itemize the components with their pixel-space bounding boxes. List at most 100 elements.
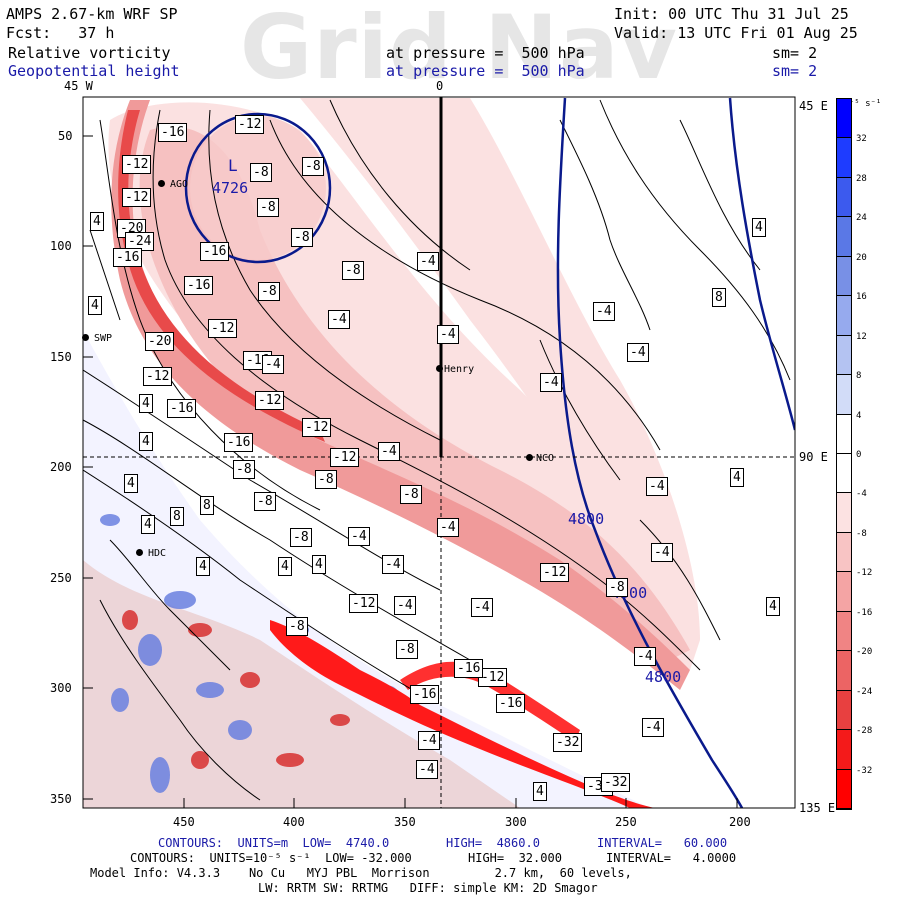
colorbar-tick-label: 28 bbox=[856, 173, 867, 184]
field1-name: Relative vorticity bbox=[8, 44, 171, 62]
colorbar-segment bbox=[837, 99, 851, 139]
colorbar-tick-label: 20 bbox=[856, 252, 867, 263]
vorticity-contour-label: -4 bbox=[262, 355, 284, 374]
vorticity-contour-label: -16 bbox=[410, 685, 440, 704]
vorticity-contour-label: 4 bbox=[141, 515, 155, 534]
lon-label-45w: 45 W bbox=[64, 79, 93, 93]
forecast-hour: Fcst: 37 h bbox=[6, 24, 115, 42]
vorticity-contour-label: -32 bbox=[553, 733, 583, 752]
colorbar-tick-label: -24 bbox=[856, 686, 873, 697]
x-tick-label: 450 bbox=[173, 815, 195, 829]
vorticity-contour-label: 8 bbox=[712, 288, 726, 307]
x-tick-label: 350 bbox=[394, 815, 416, 829]
vorticity-contour-label: -16 bbox=[184, 276, 214, 295]
colorbar-segment bbox=[837, 769, 851, 809]
station-label-ago: AGO bbox=[170, 179, 189, 190]
colorbar-tick-label: -8 bbox=[856, 528, 867, 539]
vorticity-contour-label: 4 bbox=[312, 555, 326, 574]
footer-model-info: Model Info: V4.3.3 No Cu MYJ PBL Morriso… bbox=[90, 866, 632, 880]
vorticity-contour-label: -16 bbox=[454, 659, 484, 678]
vorticity-contour-label: -12 bbox=[302, 418, 332, 437]
y-tick-label: 300 bbox=[50, 681, 72, 695]
vorticity-contour-label: 4 bbox=[752, 218, 766, 237]
colorbar-segment bbox=[837, 651, 851, 691]
vorticity-contour-label: -8 bbox=[342, 261, 364, 280]
vorticity-contour-label: 4 bbox=[124, 474, 138, 493]
footer-height-contours: CONTOURS: UNITS=m LOW= 4740.0 bbox=[158, 836, 390, 850]
vorticity-contour-label: -8 bbox=[290, 528, 312, 547]
vorticity-contour-label: 4 bbox=[90, 212, 104, 231]
vorticity-contour-label: -4 bbox=[634, 647, 656, 666]
height-contour-label: 4800 bbox=[568, 510, 605, 528]
vorticity-contour-label: -8 bbox=[250, 163, 272, 182]
colorbar-tick-label: 4 bbox=[856, 410, 862, 421]
vorticity-contour-label: -4 bbox=[437, 518, 459, 537]
colorbar-segment bbox=[837, 454, 851, 494]
vorticity-contour-label: -16 bbox=[167, 399, 197, 418]
vorticity-contour-label: -8 bbox=[286, 617, 308, 636]
colorbar-segment bbox=[837, 375, 851, 415]
lon-label-45e: 45 E bbox=[799, 99, 828, 113]
field1-pressure: at pressure = 500 hPa bbox=[386, 44, 585, 62]
station-marker bbox=[436, 365, 443, 372]
vorticity-contour-label: -8 bbox=[396, 640, 418, 659]
vorticity-contour-label: -4 bbox=[348, 527, 370, 546]
vorticity-contour-label: -4 bbox=[416, 760, 438, 779]
vorticity-contour-label: -12 bbox=[255, 391, 285, 410]
vorticity-contour-label: -4 bbox=[642, 718, 664, 737]
colorbar-tick-label: -12 bbox=[856, 568, 873, 579]
colorbar-tick-label: 8 bbox=[856, 371, 862, 382]
vorticity-contour-label: -4 bbox=[437, 325, 459, 344]
x-tick-label: 400 bbox=[283, 815, 305, 829]
lon-label-0: 0 bbox=[436, 79, 444, 93]
colorbar-segment bbox=[837, 296, 851, 336]
low-center-value: 4726 bbox=[212, 179, 249, 197]
vorticity-contour-label: -4 bbox=[382, 555, 404, 574]
vorticity-contour-label: -4 bbox=[417, 252, 439, 271]
height-contour-label: 4800 bbox=[645, 668, 682, 686]
lon-label-135e: 135 E bbox=[799, 801, 836, 815]
footer-vort-interval: INTERVAL= 4.0000 bbox=[606, 851, 737, 865]
y-tick-label: 150 bbox=[50, 350, 72, 364]
init-time: Init: 00 UTC Thu 31 Jul 25 bbox=[614, 5, 849, 23]
colorbar-tick-label: 16 bbox=[856, 292, 867, 303]
vorticity-contour-label: -4 bbox=[418, 731, 440, 750]
colorbar-segment bbox=[837, 572, 851, 612]
field2-smoothing: sm= 2 bbox=[772, 62, 818, 80]
vorticity-contour-label: -16 bbox=[496, 694, 526, 713]
vorticity-contour-label: -8 bbox=[606, 578, 628, 597]
vorticity-contour-label: -12 bbox=[208, 319, 238, 338]
vorticity-contour-label: -12 bbox=[235, 115, 265, 134]
vorticity-contour-label: 8 bbox=[200, 496, 214, 515]
vorticity-contour-label: 4 bbox=[730, 468, 744, 487]
lon-label-90e: 90 E bbox=[799, 450, 828, 464]
vorticity-contour-label: -8 bbox=[302, 157, 324, 176]
x-tick-label: 300 bbox=[505, 815, 527, 829]
colorbar-segment bbox=[837, 138, 851, 178]
field2-pressure: at pressure = 500 hPa bbox=[386, 62, 585, 80]
vorticity-contour-label: -4 bbox=[328, 310, 350, 329]
x-tick-label: 200 bbox=[729, 815, 751, 829]
vorticity-contour-label: -12 bbox=[540, 563, 570, 582]
vorticity-contour-label: -12 bbox=[122, 155, 152, 174]
y-tick-label: 50 bbox=[58, 129, 73, 143]
vorticity-contour-label: -4 bbox=[646, 477, 668, 496]
vorticity-contour-label: 4 bbox=[533, 782, 547, 801]
vorticity-contour-label: -4 bbox=[540, 373, 562, 392]
colorbar-tick-label: 24 bbox=[856, 213, 867, 224]
vorticity-contour-label: -4 bbox=[471, 598, 493, 617]
vorticity-contour-label: 4 bbox=[196, 557, 210, 576]
vorticity-contour-label: -8 bbox=[254, 492, 276, 511]
vorticity-contour-label: -4 bbox=[593, 302, 615, 321]
colorbar-tick-label: 12 bbox=[856, 331, 867, 342]
vorticity-contour-label: -20 bbox=[145, 332, 175, 351]
colorbar-tick-label: -20 bbox=[856, 647, 873, 658]
colorbar-tick-label: -28 bbox=[856, 726, 873, 737]
colorbar-segment bbox=[837, 493, 851, 533]
vorticity-contour-label: -4 bbox=[394, 596, 416, 615]
x-tick-label: 250 bbox=[615, 815, 637, 829]
vorticity-contour-label: -12 bbox=[122, 188, 152, 207]
colorbar-segment bbox=[837, 177, 851, 218]
vorticity-contour-label: -4 bbox=[651, 543, 673, 562]
